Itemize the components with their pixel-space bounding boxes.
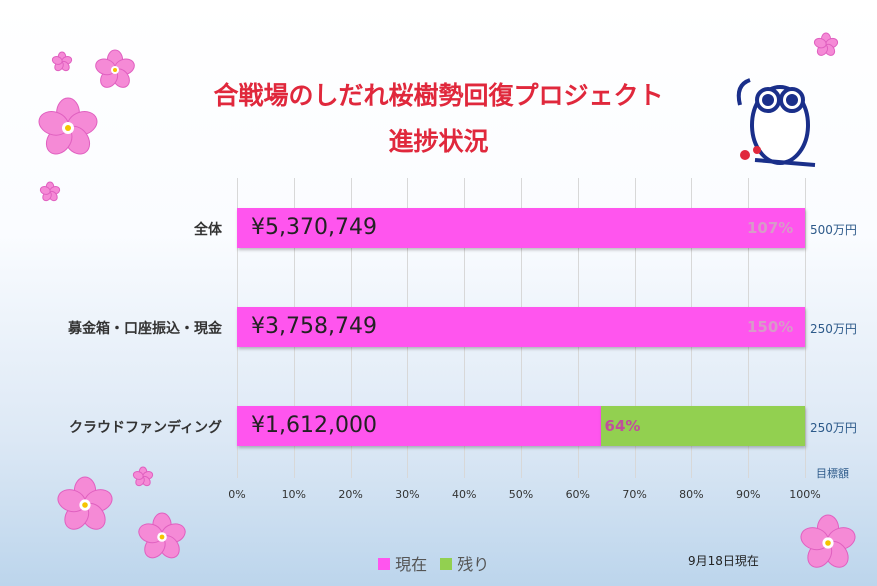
percent-label: 150% (747, 318, 794, 336)
legend-swatch-remaining (440, 558, 453, 570)
sakura-flower-icon (138, 512, 186, 559)
legend-swatch-current (378, 558, 390, 570)
x-tick-label: 60% (565, 488, 591, 501)
title-line1: 合戦場のしだれ桜樹勢回復プロジェクト (213, 81, 664, 110)
owl-logo (736, 78, 816, 167)
legend-remaining: 残り (457, 555, 490, 574)
amount-label: ¥1,612,000 (251, 413, 377, 438)
x-tick-label: 10% (281, 488, 307, 501)
sakura-flower-icon (51, 51, 73, 72)
x-tick-label: 50% (508, 488, 534, 501)
x-tick-label: 0% (228, 488, 246, 501)
sakura-flower-icon (132, 466, 154, 487)
legend-current: 現在 (395, 555, 428, 574)
target-header: 目標額 (816, 467, 849, 480)
bar-remaining (600, 406, 805, 446)
amount-label: ¥3,758,749 (251, 314, 377, 339)
percent-label: 64% (604, 417, 641, 435)
target-amount: 500万円 (810, 223, 857, 237)
bar-current (237, 307, 805, 347)
category-label: 全体 (194, 222, 222, 238)
x-tick-label: 70% (622, 488, 647, 501)
x-tick-label: 20% (338, 488, 363, 501)
x-tick-label: 40% (451, 488, 477, 501)
sakura-flower-icon (95, 49, 135, 88)
x-tick-label: 90% (735, 488, 761, 501)
category-label: クラウドファンディング (68, 420, 222, 436)
target-amount: 250万円 (810, 421, 857, 435)
sakura-flower-icon (57, 476, 113, 530)
sakura-flower-icon (39, 181, 61, 202)
x-tick-label: 80% (679, 488, 704, 501)
sakura-flower-icon (38, 97, 98, 155)
date-note: 9月18日現在 (688, 554, 759, 568)
x-tick-label: 30% (395, 488, 420, 501)
percent-label: 107% (747, 219, 794, 237)
target-amount: 250万円 (810, 322, 857, 336)
title-line2: 進捗状況 (388, 127, 489, 156)
legend: 現在 残り (378, 551, 489, 575)
amount-label: ¥5,370,749 (251, 215, 377, 240)
category-label: 募金箱・口座振込・現金 (68, 321, 222, 337)
gridline (805, 178, 806, 478)
x-tick-label: 100% (789, 488, 821, 501)
sakura-flower-icon (800, 514, 856, 568)
bar-current (237, 406, 601, 446)
sakura-flower-icon (813, 32, 839, 56)
bar-current (237, 208, 805, 248)
